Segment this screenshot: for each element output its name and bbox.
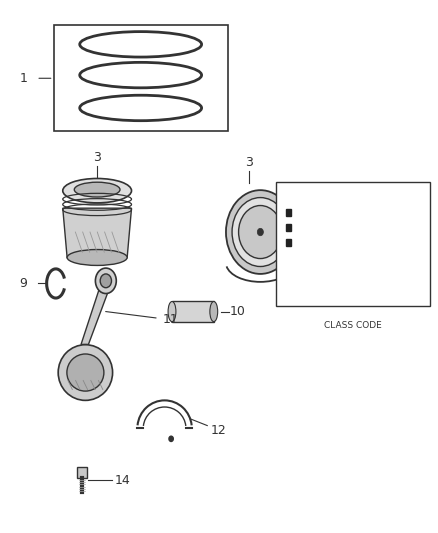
Text: 9: 9 xyxy=(19,277,27,290)
Ellipse shape xyxy=(58,345,113,400)
Ellipse shape xyxy=(210,302,218,321)
Polygon shape xyxy=(63,208,131,257)
Ellipse shape xyxy=(74,182,120,197)
Ellipse shape xyxy=(67,249,127,265)
Text: 3: 3 xyxy=(93,151,101,164)
Ellipse shape xyxy=(168,302,176,321)
Text: AM = CL.A + 0.1: AM = CL.A + 0.1 xyxy=(283,251,365,260)
Ellipse shape xyxy=(67,354,104,391)
Ellipse shape xyxy=(100,274,112,288)
Ellipse shape xyxy=(63,179,131,203)
Polygon shape xyxy=(81,286,110,344)
Ellipse shape xyxy=(232,198,289,266)
Text: C = CL.C: C = CL.C xyxy=(283,230,323,239)
Text: CM = CL.C + 0.1: CM = CL.C + 0.1 xyxy=(283,291,364,300)
Text: 1: 1 xyxy=(19,72,27,85)
Ellipse shape xyxy=(169,436,173,441)
Bar xyxy=(286,224,291,231)
Ellipse shape xyxy=(257,228,263,236)
Bar xyxy=(286,209,291,216)
Ellipse shape xyxy=(226,190,295,274)
Text: B = CL.B: B = CL.B xyxy=(283,209,323,219)
Bar xyxy=(77,467,87,478)
Ellipse shape xyxy=(95,268,116,294)
Text: 14: 14 xyxy=(115,474,130,487)
Text: BM = CL.B + 0.1: BM = CL.B + 0.1 xyxy=(283,271,365,280)
Bar xyxy=(286,239,291,246)
Text: 3: 3 xyxy=(246,157,254,169)
Text: 12: 12 xyxy=(210,424,226,438)
FancyBboxPatch shape xyxy=(53,25,228,131)
Text: CLASS CODE: CLASS CODE xyxy=(324,320,381,329)
Text: 10: 10 xyxy=(230,305,246,318)
FancyBboxPatch shape xyxy=(276,182,430,306)
Polygon shape xyxy=(172,302,214,321)
Text: 11: 11 xyxy=(162,313,178,326)
Ellipse shape xyxy=(239,206,282,259)
Text: A = CL.A: A = CL.A xyxy=(283,189,323,198)
